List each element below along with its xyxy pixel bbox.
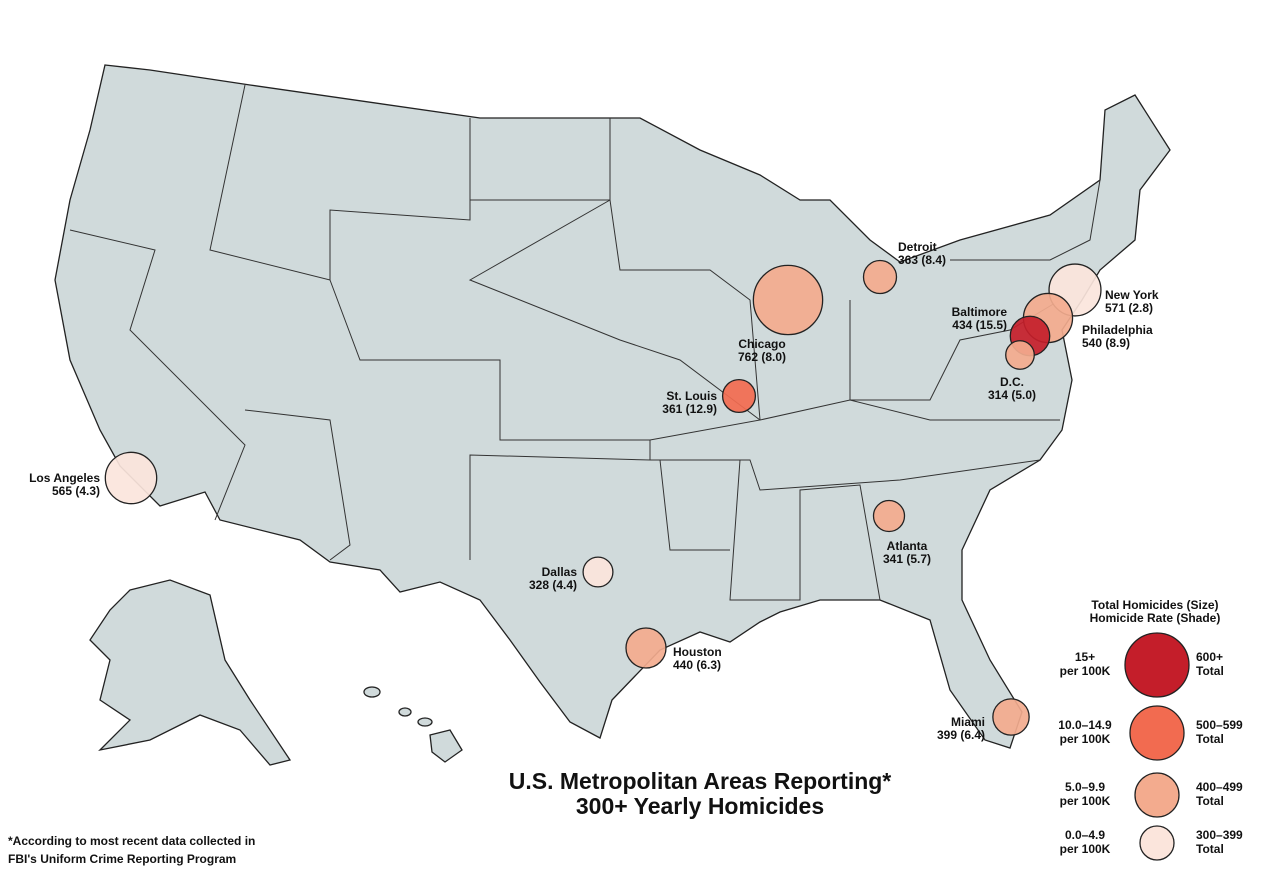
city-bubble [992,698,1030,736]
legend-swatch [1129,705,1185,761]
state-border [729,459,881,601]
legend-title: Total Homicides (Size) [1091,598,1218,612]
state-border [244,409,351,561]
alaska [89,579,292,766]
footnote: *According to most recent data collected… [8,834,255,848]
city-name: Houston [673,645,722,659]
city-stats: 399 (6.4) [937,728,985,742]
city-name: D.C. [1000,375,1024,389]
city-bubbles [104,259,1102,736]
city-stats: 434 (15.5) [952,318,1007,332]
legend-total: Total [1196,794,1224,808]
basemap [54,64,1171,766]
legend-swatch [1139,825,1175,861]
city-bubble [625,627,667,669]
state-border [468,118,761,421]
city-stats: 762 (8.0) [738,350,786,364]
legend-total: 600+ [1196,650,1223,664]
hawaii [363,686,381,698]
hawaii [398,707,412,717]
contiguous-us [54,64,1171,749]
city-bubble [872,499,906,533]
state-border [650,459,1041,491]
city-stats: 565 (4.3) [52,484,100,498]
city-name: Dallas [542,565,578,579]
legend-total: Total [1196,664,1224,678]
legend-swatch [1134,772,1180,818]
hawaii [429,729,463,763]
city-bubble [104,451,158,505]
map-title: U.S. Metropolitan Areas Reporting* [509,768,892,794]
city-bubble [721,378,757,414]
legend-total: Total [1196,842,1224,856]
city-bubble [752,264,824,336]
state-border [950,179,1101,261]
legend-total: Total [1196,732,1224,746]
footnote: FBI's Uniform Crime Reporting Program [8,852,236,866]
state-border [329,279,651,560]
legend-rate: per 100K [1060,732,1111,746]
city-stats: 540 (8.9) [1082,336,1130,350]
legend-rate: 15+ [1075,650,1095,664]
city-stats: 328 (4.4) [529,578,577,592]
legend-swatch [1124,632,1190,698]
city-stats: 571 (2.8) [1105,301,1153,315]
legend-rate: per 100K [1060,794,1111,808]
legend-rate: per 100K [1060,664,1111,678]
legend-rate: per 100K [1060,842,1111,856]
state-border [209,84,471,281]
city-bubble [582,556,614,588]
state-border [659,459,730,551]
city-name: Chicago [738,337,785,351]
legend-total: 300–399 [1196,828,1243,842]
legend-total: 500–599 [1196,718,1243,732]
city-name: Philadelphia [1082,323,1153,337]
city-bubble [862,259,898,295]
city-name: Atlanta [887,539,928,553]
city-name: Detroit [898,240,937,254]
city-stats: 314 (5.0) [988,388,1036,402]
city-stats: 363 (8.4) [898,253,946,267]
legend-rate: 0.0–4.9 [1065,828,1105,842]
legend-total: 400–499 [1196,780,1243,794]
city-stats: 341 (5.7) [883,552,931,566]
city-name: St. Louis [666,389,717,403]
city-name: Los Angeles [29,471,100,485]
city-name: Baltimore [952,305,1008,319]
hawaii [417,717,433,727]
city-name: Miami [951,715,985,729]
city-stats: 361 (12.9) [662,402,717,416]
city-stats: 440 (6.3) [673,658,721,672]
map-title: 300+ Yearly Homicides [576,793,824,819]
legend-title: Homicide Rate (Shade) [1090,611,1221,625]
city-name: New York [1105,288,1159,302]
legend-rate: 5.0–9.9 [1065,780,1105,794]
city-bubble [1005,340,1035,370]
state-border [69,229,246,521]
state-border [759,399,1060,421]
legend-rate: 10.0–14.9 [1058,718,1112,732]
